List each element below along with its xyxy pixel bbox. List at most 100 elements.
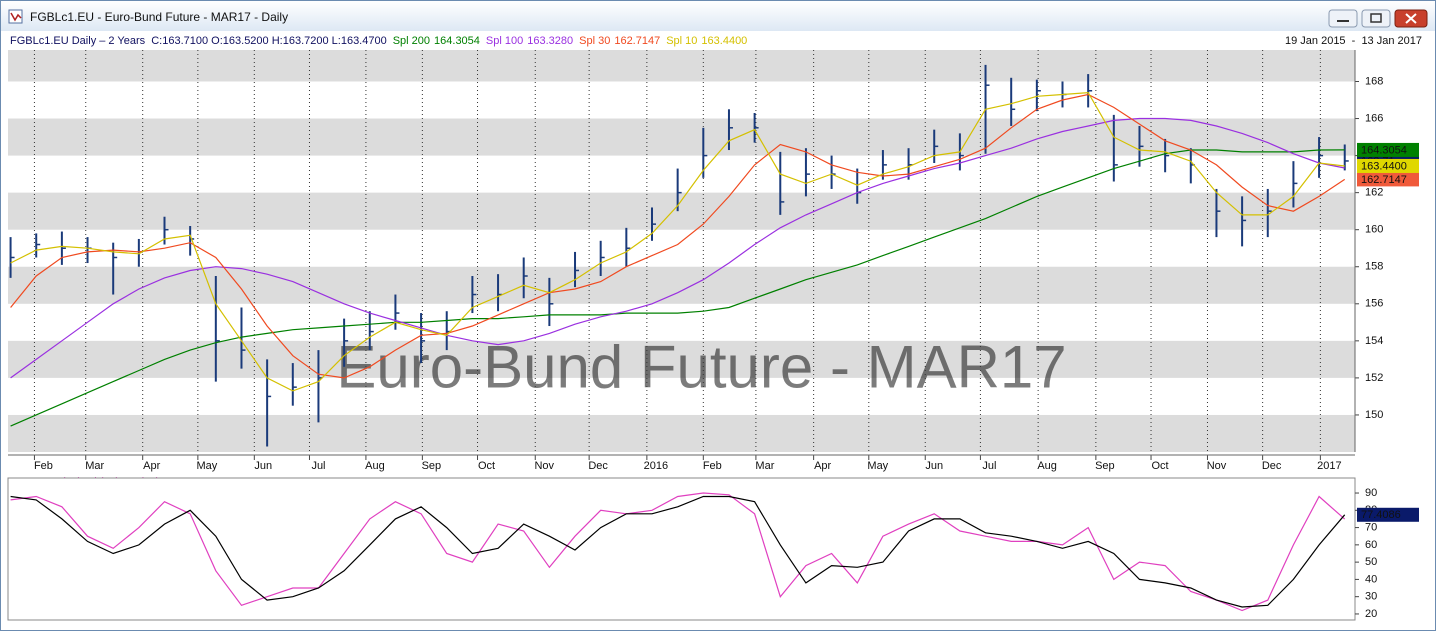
plot-background — [8, 478, 1355, 620]
x-tick-label: Jun — [254, 460, 272, 472]
legend-name: Spl 30 — [579, 35, 610, 47]
price-bar — [1010, 77, 1016, 126]
window-icon-glyph — [10, 12, 22, 22]
price-bar — [240, 307, 246, 369]
grid-band — [8, 266, 1355, 304]
grid-band — [8, 192, 1355, 230]
minimize-button[interactable] — [1328, 9, 1358, 28]
y-tick-label: 60 — [1365, 539, 1377, 551]
value-box-label: 162.7147 — [1361, 174, 1407, 186]
price-bar — [650, 207, 656, 241]
price-bar — [1164, 138, 1170, 173]
date-range: 19 Jan 2015 - 13 Jan 2017 — [1285, 35, 1422, 47]
y-tick-label: 168 — [1365, 75, 1383, 87]
grid-band — [8, 340, 1355, 378]
x-tick-label: Apr — [814, 460, 831, 472]
window-icon — [8, 9, 23, 24]
price-bar — [343, 318, 349, 367]
x-tick-label: Nov — [534, 460, 554, 472]
price-bar — [727, 109, 733, 151]
price-bar — [394, 294, 400, 330]
legend-value: 163.4400 — [701, 35, 747, 47]
y-tick-label: 158 — [1365, 261, 1383, 273]
price-bar — [420, 313, 426, 364]
price-bar — [574, 251, 580, 288]
y-tick-label: 70 — [1365, 521, 1377, 533]
x-tick-label: May — [196, 460, 217, 472]
x-tick-label: Jul — [311, 460, 325, 472]
x-tick-label: May — [867, 460, 888, 472]
series-line — [10, 91, 1345, 392]
price-bar — [1112, 114, 1118, 182]
stochastic-panel — [8, 478, 1355, 620]
value-box — [1357, 158, 1419, 173]
price-bar — [291, 363, 297, 406]
price-bar — [804, 148, 810, 197]
price-bar — [779, 151, 785, 215]
y-tick-label: 162 — [1365, 187, 1383, 199]
price-bar — [753, 112, 759, 143]
legend-value: 162.7147 — [614, 35, 660, 47]
legend-value: 163.3280 — [527, 35, 573, 47]
x-tick-label: Dec — [1262, 460, 1282, 472]
y-tick-label: 156 — [1365, 298, 1383, 310]
maximize-button[interactable] — [1361, 9, 1391, 28]
price-panel: Euro-Bund Future - MAR17 — [8, 50, 1355, 452]
price-bar — [1215, 188, 1221, 238]
legend-name: Spl 200 — [393, 35, 430, 47]
x-tick-label: Oct — [1151, 460, 1168, 472]
value-box-label: 163.4400 — [1361, 160, 1407, 172]
price-bar — [1318, 137, 1324, 178]
legend-name: Spl 100 — [486, 35, 523, 47]
price-bar — [1087, 74, 1093, 108]
price-bar — [933, 129, 939, 164]
legend-text: FGBLc1.EU Daily – 2 Years C:163.7100 O:1… — [10, 35, 387, 47]
price-bar — [625, 227, 631, 267]
x-tick-label: Dec — [588, 460, 608, 472]
y-tick-label: 20 — [1365, 608, 1377, 620]
x-tick-label: Oct — [478, 460, 495, 472]
y-tick-label: 90 — [1365, 487, 1377, 499]
x-tick-label: Nov — [1207, 460, 1227, 472]
price-bar — [368, 311, 374, 351]
price-bar — [1266, 188, 1272, 238]
y-tick-label: 40 — [1365, 573, 1377, 585]
price-bar — [599, 240, 605, 277]
series-line — [10, 117, 1345, 379]
price-bar — [35, 233, 41, 258]
legend-name: Spl 10 — [666, 35, 697, 47]
close-button[interactable] — [1394, 9, 1428, 28]
x-tick-label: Sep — [422, 460, 442, 472]
series-line — [10, 492, 1346, 612]
price-bar — [1241, 196, 1247, 247]
series-line — [10, 149, 1345, 427]
y-tick-label: 154 — [1365, 335, 1383, 347]
x-tick-label: 2017 — [1317, 460, 1341, 472]
value-box — [1357, 142, 1419, 157]
title-bar — [1, 1, 1435, 31]
value-box — [1357, 507, 1419, 522]
grid-band — [8, 50, 1355, 82]
plot-background — [8, 50, 1355, 452]
x-tick-label: Aug — [365, 460, 385, 472]
panel-border — [7, 477, 1356, 621]
x-tick-label: Mar — [755, 460, 774, 472]
price-bar — [1035, 79, 1041, 112]
price-bar — [60, 231, 66, 265]
y-tick-label: 160 — [1365, 224, 1383, 236]
value-box-label: 164.3054 — [1361, 144, 1407, 156]
y-tick-label: 150 — [1365, 409, 1383, 421]
price-bar — [1343, 144, 1349, 171]
price-bar — [676, 168, 682, 212]
y-tick-label: 166 — [1365, 112, 1383, 124]
x-tick-label: 2016 — [644, 460, 668, 472]
y-tick-label: 152 — [1365, 372, 1383, 384]
x-tick-label: Aug — [1037, 460, 1057, 472]
price-bar — [214, 276, 220, 382]
window-title: FGBLc1.EU - Euro-Bund Future - MAR17 - D… — [30, 10, 288, 24]
price-bar — [1138, 125, 1144, 167]
price-legend: FGBLc1.EU Daily – 2 Years C:163.7100 O:1… — [10, 35, 747, 47]
value-box-label: 77.4086 — [1361, 509, 1401, 521]
